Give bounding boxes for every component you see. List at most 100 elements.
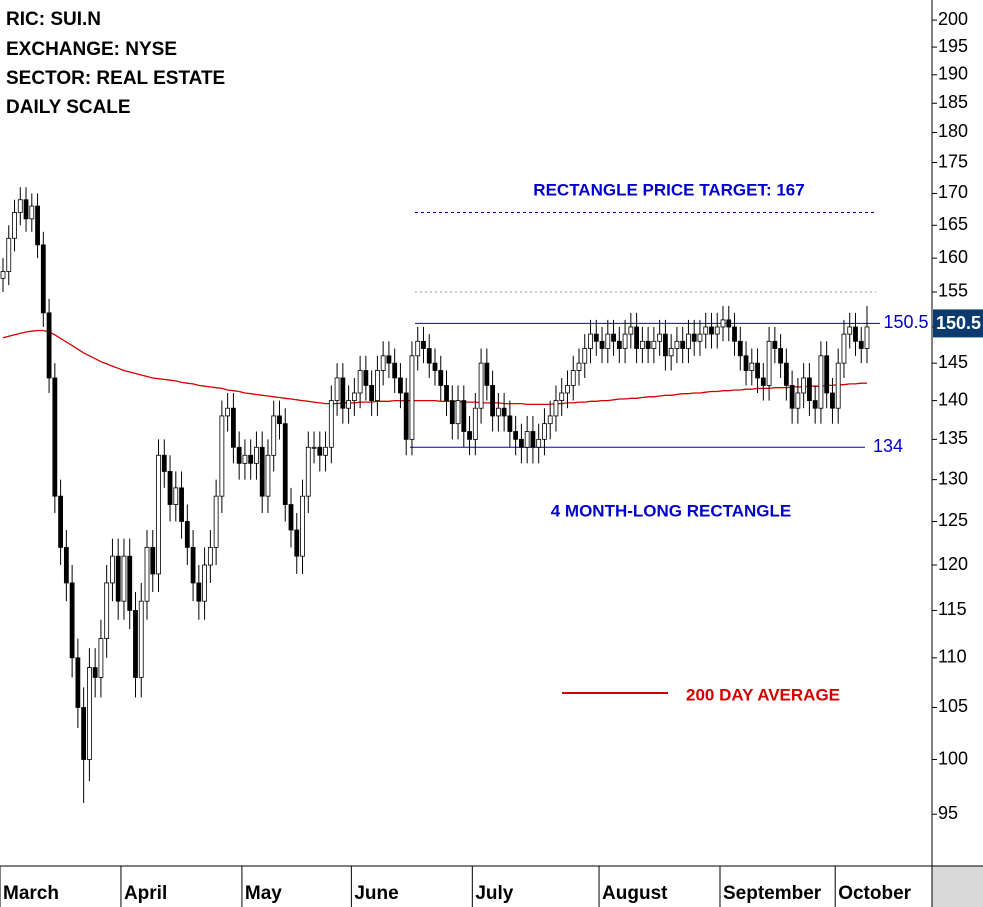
candle-body <box>156 454 161 575</box>
candle-body <box>513 431 519 440</box>
candle-body <box>35 205 40 246</box>
candle-body <box>616 340 622 349</box>
y-tick-label: 155 <box>938 281 968 301</box>
candle-body <box>12 212 17 239</box>
y-tick-label: 185 <box>938 92 968 112</box>
candle-body <box>294 529 300 557</box>
candle-body <box>674 340 680 349</box>
candle-body <box>207 546 213 566</box>
candle-body <box>588 333 593 349</box>
candle-body <box>202 564 208 602</box>
candle-body <box>726 319 732 328</box>
annotation: 4 MONTH-LONG RECTANGLE <box>551 501 792 520</box>
y-tick-label: 190 <box>938 64 968 84</box>
candle-body <box>835 362 841 409</box>
candle-body <box>732 326 737 342</box>
candle-body <box>455 400 461 425</box>
info-line: SECTOR: REAL ESTATE <box>6 68 225 89</box>
candle-body <box>29 205 35 220</box>
candle-body <box>438 370 444 386</box>
candle-body <box>605 333 611 349</box>
candle-body <box>323 446 328 456</box>
candle-body <box>634 326 639 349</box>
candle-body <box>432 362 438 371</box>
candle-body <box>461 400 467 432</box>
candle-body <box>265 454 271 497</box>
y-tick-label: 135 <box>938 428 968 448</box>
level-label: 150.5 <box>883 312 928 332</box>
candle-body <box>357 370 363 394</box>
candle-body <box>593 333 599 342</box>
candle-body <box>795 392 801 409</box>
candle-body <box>317 446 323 456</box>
candle-body <box>121 555 127 602</box>
candle-body <box>864 326 870 349</box>
candle-body <box>305 446 311 497</box>
candle-body <box>351 392 357 401</box>
candle-body <box>801 377 807 394</box>
candle-body <box>444 385 449 401</box>
candle-body <box>565 385 570 394</box>
y-tick-label: 110 <box>938 647 967 667</box>
y-tick-label: 175 <box>938 151 968 171</box>
candle-body <box>807 377 812 401</box>
candle-body <box>409 355 415 440</box>
candle-body <box>651 340 657 349</box>
candle-body <box>737 340 743 357</box>
candle-body <box>680 340 686 349</box>
x-tick-label: April <box>124 883 167 904</box>
candle-body <box>173 487 179 505</box>
x-tick-label: March <box>3 883 59 904</box>
candle-body <box>133 610 138 678</box>
candle-body <box>824 355 830 394</box>
y-tick-label: 125 <box>938 510 968 530</box>
y-tick-label: 180 <box>938 121 968 141</box>
candle-body <box>144 546 150 602</box>
candle-body <box>138 600 144 678</box>
candle-body <box>236 446 242 464</box>
candle-body <box>507 415 513 432</box>
last-price-label: 150.5 <box>936 313 981 333</box>
x-tick-label: September <box>723 883 822 904</box>
info-line: RIC: SUI.N <box>6 9 101 30</box>
candle-body <box>161 454 167 472</box>
candle-body <box>254 446 259 464</box>
y-tick-label: 145 <box>938 352 968 372</box>
candle-body <box>542 423 547 440</box>
candle-body <box>46 312 52 379</box>
candle-body <box>340 377 346 409</box>
candle-body <box>628 326 634 335</box>
annotation: RECTANGLE PRICE TARGET: 167 <box>533 180 804 199</box>
candle-body <box>282 423 288 505</box>
candle-body <box>547 415 553 425</box>
candle-body <box>300 495 305 557</box>
candle-body <box>686 333 691 349</box>
candle-body <box>501 407 507 417</box>
candle-body <box>110 555 115 584</box>
y-tick-label: 95 <box>938 803 958 823</box>
candle-body <box>75 657 81 708</box>
candle-body <box>248 454 254 464</box>
candle-body <box>69 582 75 659</box>
candle-body <box>691 333 697 342</box>
candle-body <box>87 667 92 760</box>
candle-body <box>789 385 795 409</box>
candle-body <box>392 362 398 379</box>
candle-body <box>495 407 501 417</box>
candle-body <box>576 362 582 371</box>
candle-body <box>772 340 778 349</box>
y-tick-label: 100 <box>938 748 968 768</box>
candle-body <box>363 370 369 386</box>
candle-body <box>426 348 432 364</box>
candle-body <box>115 555 121 602</box>
y-tick-label: 115 <box>938 599 967 619</box>
candle-body <box>766 340 772 386</box>
candle-body <box>749 362 755 371</box>
candle-body <box>783 362 789 386</box>
x-tick-label: May <box>245 883 282 904</box>
candle-body <box>380 355 386 371</box>
candle-body <box>277 415 282 425</box>
candle-body <box>17 199 23 213</box>
candle-body <box>582 348 588 364</box>
